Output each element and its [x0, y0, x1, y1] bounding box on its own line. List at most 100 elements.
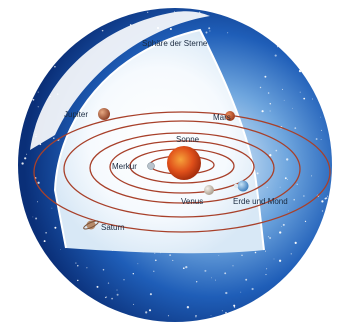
star	[241, 254, 243, 256]
star	[251, 287, 254, 291]
star	[307, 40, 309, 41]
star	[210, 314, 212, 316]
star	[284, 290, 287, 293]
star	[81, 19, 83, 21]
star	[50, 25, 52, 26]
star	[77, 265, 79, 267]
star	[329, 234, 331, 236]
star	[132, 273, 134, 275]
star	[286, 158, 289, 161]
star	[71, 301, 73, 303]
star	[294, 241, 297, 244]
jupiter	[98, 108, 110, 120]
star	[185, 265, 188, 269]
star	[292, 107, 293, 109]
star	[37, 181, 40, 184]
star	[324, 197, 327, 200]
star	[319, 84, 321, 86]
sun	[167, 146, 201, 180]
star	[330, 35, 332, 38]
star	[21, 223, 23, 225]
star	[279, 231, 282, 234]
star	[265, 274, 267, 276]
star	[234, 313, 236, 315]
star	[46, 65, 49, 68]
earth	[237, 180, 249, 192]
star	[266, 24, 268, 27]
star	[308, 300, 310, 302]
star	[186, 306, 190, 309]
star	[37, 91, 39, 93]
star	[225, 291, 228, 295]
star	[154, 259, 157, 262]
star	[303, 18, 305, 20]
star	[39, 48, 41, 51]
star	[310, 35, 313, 38]
label-earth-moon: Erde und Mond	[233, 197, 288, 206]
star	[169, 27, 172, 31]
star	[232, 265, 234, 267]
star	[303, 195, 305, 197]
moon	[233, 183, 239, 189]
star	[153, 270, 155, 272]
star	[101, 29, 104, 32]
star	[225, 316, 228, 318]
star	[204, 269, 207, 272]
star	[42, 274, 45, 277]
star	[321, 200, 324, 203]
star	[37, 106, 39, 108]
star	[205, 31, 208, 34]
star	[294, 127, 297, 129]
mars	[225, 111, 235, 121]
star	[312, 98, 313, 100]
star	[54, 226, 57, 229]
star	[53, 275, 55, 277]
star	[284, 177, 287, 180]
star	[316, 303, 319, 306]
star	[328, 109, 330, 111]
star	[274, 11, 276, 13]
star	[21, 255, 23, 257]
star	[105, 296, 108, 298]
star	[148, 309, 152, 312]
star	[308, 23, 311, 26]
star	[329, 82, 332, 86]
star	[21, 162, 24, 165]
star	[286, 179, 288, 180]
star	[218, 254, 220, 256]
labels: Sphäre der Sterne Sonne Merkur Venus Erd…	[64, 39, 288, 232]
star	[273, 9, 274, 11]
star	[281, 226, 283, 227]
star	[266, 268, 268, 270]
star	[301, 36, 304, 38]
star	[19, 198, 22, 201]
star	[256, 172, 259, 175]
venus	[204, 185, 214, 195]
star	[24, 157, 27, 160]
star	[321, 210, 324, 212]
star	[293, 198, 295, 201]
star	[221, 310, 223, 312]
star	[320, 129, 322, 131]
star	[264, 15, 266, 16]
star	[101, 10, 103, 12]
star	[298, 69, 302, 73]
star	[321, 38, 324, 40]
star	[106, 311, 108, 313]
star	[26, 153, 28, 155]
star	[60, 249, 61, 251]
star	[233, 304, 236, 307]
star	[31, 19, 34, 21]
star	[86, 267, 88, 269]
star	[75, 12, 77, 15]
star	[167, 315, 170, 317]
star	[77, 304, 80, 306]
star	[315, 274, 318, 277]
star	[277, 46, 279, 48]
star	[51, 207, 53, 209]
orbit-mars	[89, 132, 275, 204]
star	[35, 294, 38, 297]
star	[38, 293, 40, 295]
star	[305, 43, 307, 45]
